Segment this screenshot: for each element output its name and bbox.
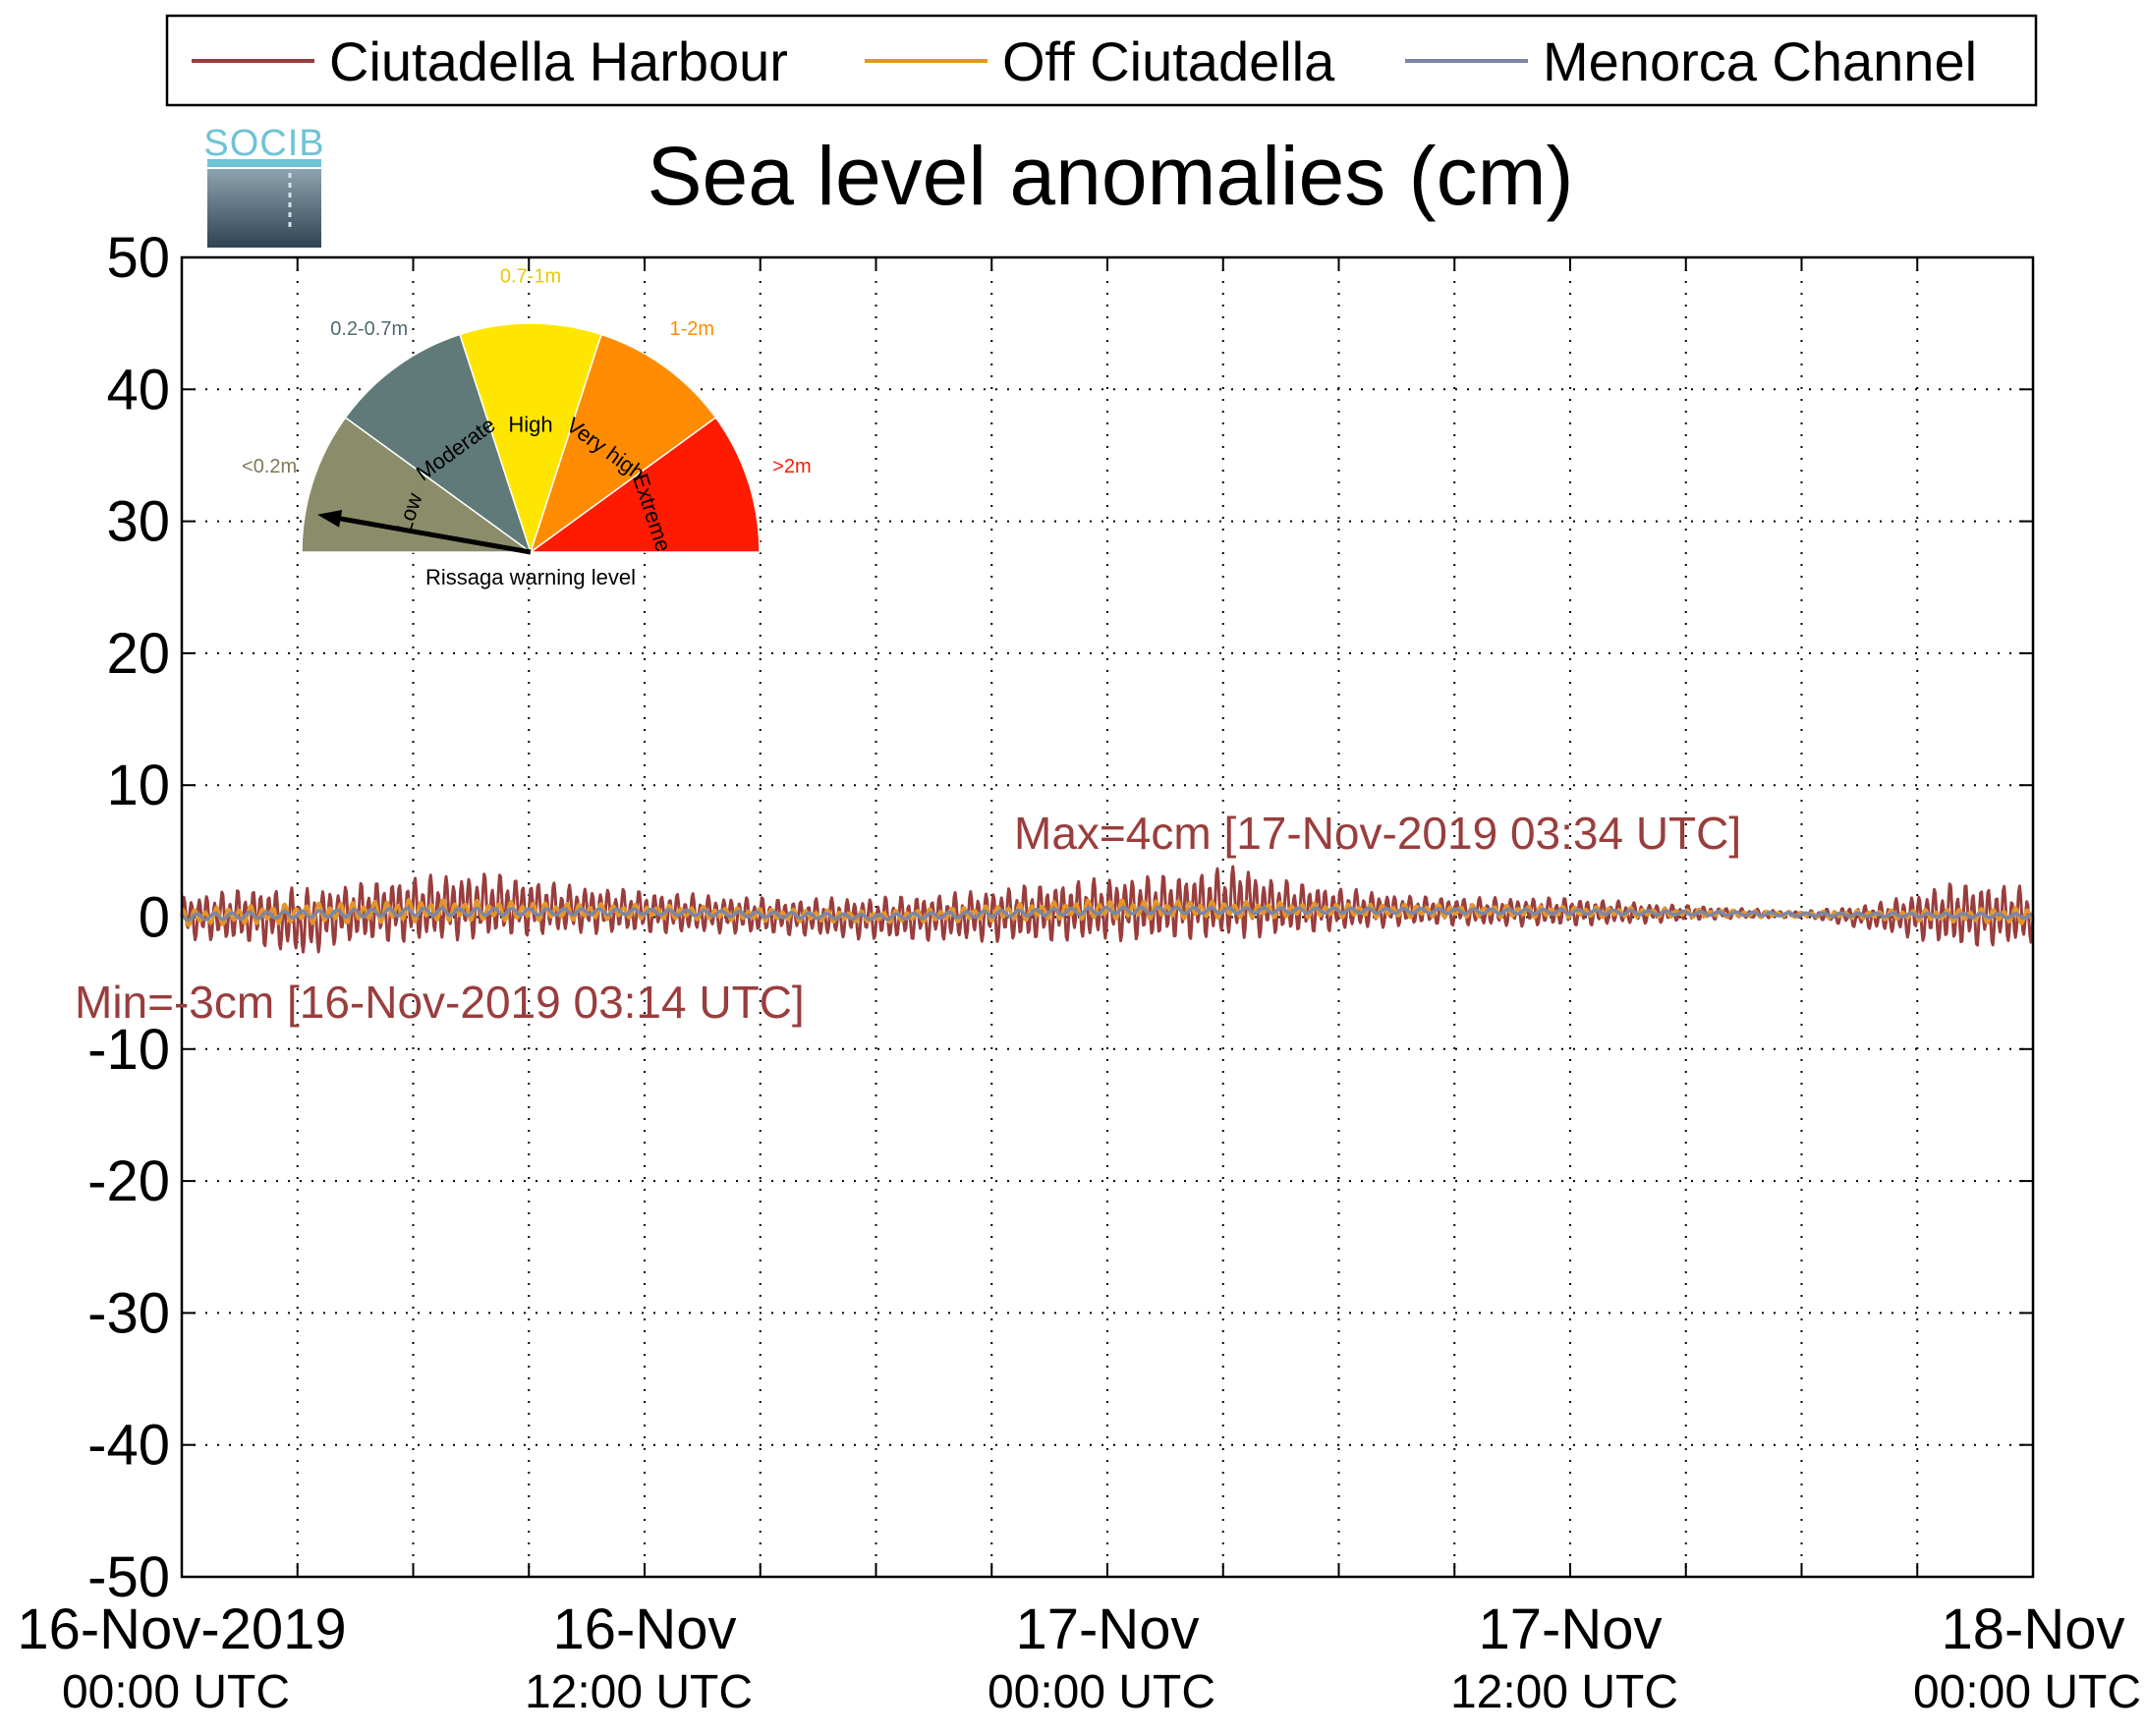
gauge-range-label: 0.2-0.7m	[330, 318, 408, 340]
y-tick-label: -50	[87, 1545, 170, 1609]
y-tick-label: 40	[106, 358, 170, 421]
logo-band	[207, 159, 321, 167]
x-tick-label-time: 12:00 UTC	[1450, 1666, 1678, 1718]
gauge-segment	[301, 416, 534, 553]
y-tick-label: 20	[106, 622, 170, 686]
x-tick-label-date: 16-Nov	[553, 1597, 737, 1661]
gauge-needle-head	[317, 510, 343, 528]
y-tick-label: -10	[87, 1018, 170, 1082]
x-tick-label-date: 17-Nov	[1016, 1597, 1200, 1661]
gauge-range-label: 0.7-1m	[500, 266, 561, 288]
min-annotation: Min=-3cm [16-Nov-2019 03:14 UTC]	[75, 977, 805, 1028]
gauge-segments	[301, 322, 761, 555]
plot-border	[180, 255, 2035, 1579]
max-annotation: Max=4cm [17-Nov-2019 03:34 UTC]	[1014, 808, 1741, 859]
legend-label: Off Ciutadella	[1002, 30, 1335, 92]
series-line-menorca-channel	[180, 905, 2034, 923]
gauge-needle	[322, 513, 532, 555]
logo-block	[207, 169, 321, 248]
chart-title: Sea level anomalies (cm)	[647, 130, 1573, 222]
logo-text: SOCIB	[203, 123, 324, 164]
x-tick-label-time: 00:00 UTC	[1913, 1666, 2141, 1718]
x-tick-label-time: 00:00 UTC	[988, 1666, 1215, 1718]
y-tick-label: -20	[87, 1149, 170, 1213]
legend-label: Ciutadella Harbour	[329, 30, 788, 92]
gauge-range-label: 1-2m	[670, 318, 715, 340]
x-tick-label-time: 12:00 UTC	[525, 1666, 753, 1718]
gauge-caption: Rissaga warning level	[425, 565, 636, 589]
y-tick-label: 30	[106, 490, 170, 554]
socib-logo: SOCIB	[203, 123, 324, 248]
gauge-segment-label: High	[508, 413, 552, 437]
legend-box	[165, 14, 2038, 107]
gauge-segment	[529, 333, 717, 554]
gauge-range-label: <0.2m	[242, 456, 297, 477]
x-tick-label-date: 18-Nov	[1942, 1597, 2125, 1661]
series-layer	[180, 865, 2035, 954]
y-tick-label: 50	[106, 226, 170, 290]
x-tick-label-date: 16-Nov-2019	[17, 1597, 346, 1661]
x-tick-label-date: 17-Nov	[1479, 1597, 1663, 1661]
legend: Ciutadella Harbour Off Ciutadella Menorca …	[165, 14, 2038, 107]
gauge-segment	[459, 322, 602, 555]
gauge-segment	[344, 333, 533, 554]
x-tick-label-time: 00:00 UTC	[62, 1666, 290, 1718]
legend-label: Menorca Channel	[1543, 30, 1977, 92]
y-tick-label: -40	[87, 1414, 170, 1478]
y-tick-label: 10	[106, 754, 170, 817]
gauge-ranges: <0.2m 0.2-0.7m 0.7-1m 1-2m >2m	[242, 266, 812, 477]
legend-items: Ciutadella Harbour Off Ciutadella Menorca …	[192, 30, 1977, 92]
y-tick-label: 0	[139, 886, 170, 950]
gauge-segment	[528, 416, 761, 553]
axis-ticks	[182, 256, 2033, 1578]
y-tick-label: -30	[87, 1281, 170, 1345]
y-axis-labels: 50 40 30 20 10 0 -10 -20 -30 -40 -50	[87, 226, 170, 1609]
gauge-range-label: >2m	[772, 456, 811, 477]
